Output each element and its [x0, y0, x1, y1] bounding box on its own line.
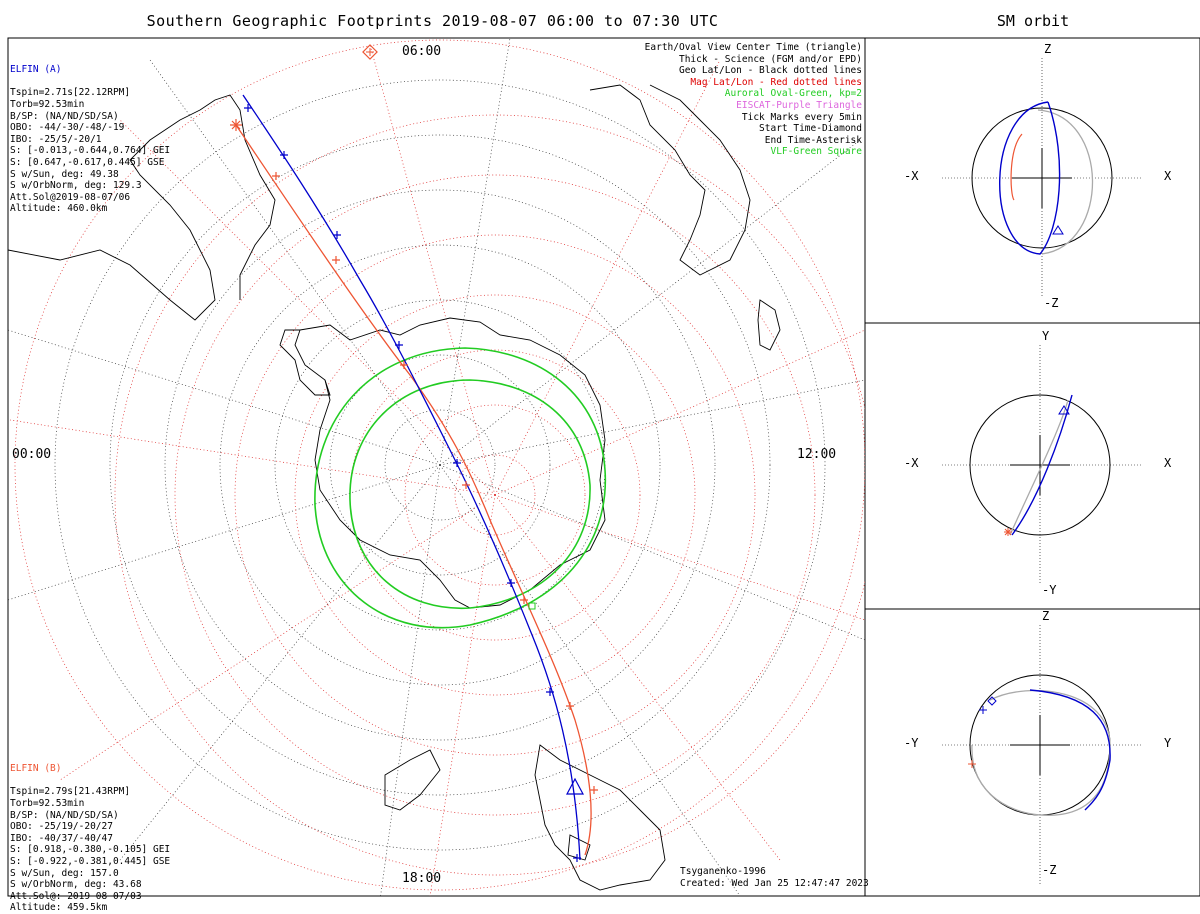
tick-marks-a — [244, 104, 581, 862]
auroral-oval-inner — [349, 379, 591, 609]
polar-map — [8, 38, 865, 896]
sm-orbit-a — [999, 101, 1061, 255]
elfin-a-info-line: Tspin=2.71s[22.12RPM] — [10, 87, 131, 99]
elfin-b-info-line: B/SP: (NA/ND/SD/SA) — [10, 809, 119, 821]
view-center-triangle-icon — [566, 777, 584, 795]
new-zealand-outline — [384, 749, 441, 811]
sm-triangle-icon — [1058, 405, 1070, 415]
legend-entry: Auroral Oval-Green, kp=2 — [724, 88, 862, 100]
geo-grid — [8, 38, 865, 896]
legend-entry: Tick Marks every 5min — [741, 111, 862, 123]
sm-axis-label: -Y — [1042, 583, 1057, 597]
elfin-a-info-line: S w/Sun, deg: 49.38 — [10, 168, 119, 180]
legend-entry: Mag Lat/Lon - Red dotted lines — [690, 76, 862, 88]
elfin-b-info-line: S: [0.918,-0.380,-0.105] GEI — [10, 844, 171, 856]
australia-outline — [534, 744, 666, 891]
sm-orbit-grey — [1009, 399, 1069, 536]
sm-panel-xy — [942, 345, 1142, 585]
legend-entry: Start Time-Diamond — [759, 123, 862, 135]
sm-orbit-grey — [1037, 109, 1094, 255]
elfin-b-info-line: Torb=92.53min — [10, 797, 85, 809]
credits: Tsyganenko-1996 Created: Wed Jan 25 12:47… — [680, 866, 869, 889]
elfin-b-info-line: Altitude: 459.5km — [10, 902, 108, 914]
elfin-a-info-line: Att.Sol@2019-08-07/06 — [10, 191, 131, 203]
antarctic-peninsula-outline — [279, 329, 331, 396]
sm-diamond-icon — [987, 696, 997, 706]
elfin-b-track — [235, 124, 592, 856]
page-title: Southern Geographic Footprints 2019-08-0… — [146, 12, 719, 30]
elfin-b-info-line: OBO: -25/19/-20/27 — [10, 821, 113, 833]
time-label-bottom: 18:00 — [402, 871, 442, 886]
tasmania-outline — [567, 834, 591, 861]
track-markers — [230, 44, 598, 862]
time-label-left: 00:00 — [12, 447, 52, 462]
sm-axis-label: -Y — [904, 736, 919, 750]
elfin-a-info-line: Altitude: 460.0km — [10, 203, 108, 215]
sm-panel-xz — [942, 58, 1142, 298]
tick-marks-b — [272, 172, 598, 794]
start-diamond-icon — [362, 44, 378, 60]
elfin-b-name: ELFIN (B) — [10, 763, 62, 775]
time-label-right: 12:00 — [797, 447, 837, 462]
sm-axis-label: Y — [1042, 329, 1050, 343]
sm-axis-label: Z — [1044, 42, 1052, 56]
africa-outline — [589, 84, 751, 276]
sm-asterisk-icon — [1004, 528, 1012, 536]
elfin-a-name: ELFIN (A) — [10, 64, 62, 76]
madagascar-outline — [757, 299, 781, 351]
elfin-a-info-line: IBO: -25/5/-20/1 — [10, 133, 102, 145]
sm-orbit-a — [1029, 689, 1111, 811]
sm-axis-label: Z — [1042, 609, 1050, 623]
south-america-outline — [8, 94, 276, 321]
legend-entry: Earth/Oval View Center Time (triangle) — [644, 42, 862, 53]
sm-frame — [864, 37, 1200, 897]
sm-orbit-grey — [971, 689, 1111, 816]
sm-axis-label: -X — [904, 456, 919, 470]
elfin-a-info-line: OBO: -44/-30/-48/-19 — [10, 122, 125, 134]
legend-entry: VLF-Green Square — [770, 146, 862, 158]
elfin-b-info-line: Tspin=2.79s[21.43RPM] — [10, 786, 131, 798]
elfin-b-info-line: S: [-0.922,-0.381,0.445] GSE — [10, 855, 171, 867]
sm-orbit-b — [1010, 133, 1023, 201]
antarctica-outline — [294, 317, 606, 609]
elfin-a-info-line: S w/OrbNorm, deg: 129.3 — [10, 180, 142, 192]
sm-tick-icon — [968, 760, 976, 768]
sm-axis-label: -X — [904, 169, 919, 183]
sm-axis-label: X — [1164, 456, 1172, 470]
elfin-a-info: ELFIN (A) Tspin=2.71s[22.12RPM] Torb=92.5… — [10, 41, 170, 215]
legend-entry: End Time-Asterisk — [764, 134, 862, 146]
time-label-top: 06:00 — [402, 44, 442, 59]
sm-axis-label: Y — [1164, 736, 1172, 750]
coastlines — [8, 84, 781, 891]
vlf-square-icon — [528, 602, 536, 610]
elfin-b-info-line: IBO: -40/37/-40/47 — [10, 832, 113, 844]
elfin-a-info-line: S: [0.647,-0.617,0.445] GSE — [10, 156, 165, 168]
sm-tick-icon — [979, 706, 987, 714]
legend-entry: Thick - Science (FGM and/or EPD) — [678, 53, 862, 65]
elfin-a-track — [242, 94, 581, 861]
elfin-b-info-line: S w/Sun, deg: 157.0 — [10, 867, 119, 879]
elfin-b-info-line: Att.Sol@: 2019-08-07/03 — [10, 890, 142, 902]
sm-orbit-title: SM orbit — [996, 12, 1070, 30]
sm-axis-label: -Z — [1044, 296, 1059, 310]
legend-entry: Geo Lat/Lon - Black dotted lines — [678, 65, 862, 77]
end-asterisk-icon-b — [230, 119, 242, 131]
elfin-a-info-line: B/SP: (NA/ND/SD/SA) — [10, 110, 119, 122]
sm-panel-yz — [942, 625, 1142, 885]
sm-axis-label: -Z — [1042, 863, 1057, 877]
created-date: Created: Wed Jan 25 12:47:47 2023 — [680, 877, 869, 889]
model-name: Tsyganenko-1996 — [680, 866, 766, 877]
auroral-oval-outer — [314, 347, 607, 629]
elfin-a-info-line: Torb=92.53min — [10, 98, 85, 110]
sm-triangle-icon — [1052, 225, 1064, 235]
elfin-b-info-line: S w/OrbNorm, deg: 43.68 — [10, 879, 142, 891]
elfin-b-info: ELFIN (B) Tspin=2.79s[21.43RPM] Torb=92.5… — [10, 740, 170, 914]
elfin-a-info-line: S: [-0.013,-0.644,0.764] GEI — [10, 145, 171, 157]
sm-axis-label: X — [1164, 169, 1172, 183]
legend-entry: EISCAT-Purple Triangle — [736, 99, 862, 111]
auroral-ovals — [314, 347, 607, 629]
legend: Earth/Oval View Center Time (triangle) Th… — [645, 42, 862, 158]
